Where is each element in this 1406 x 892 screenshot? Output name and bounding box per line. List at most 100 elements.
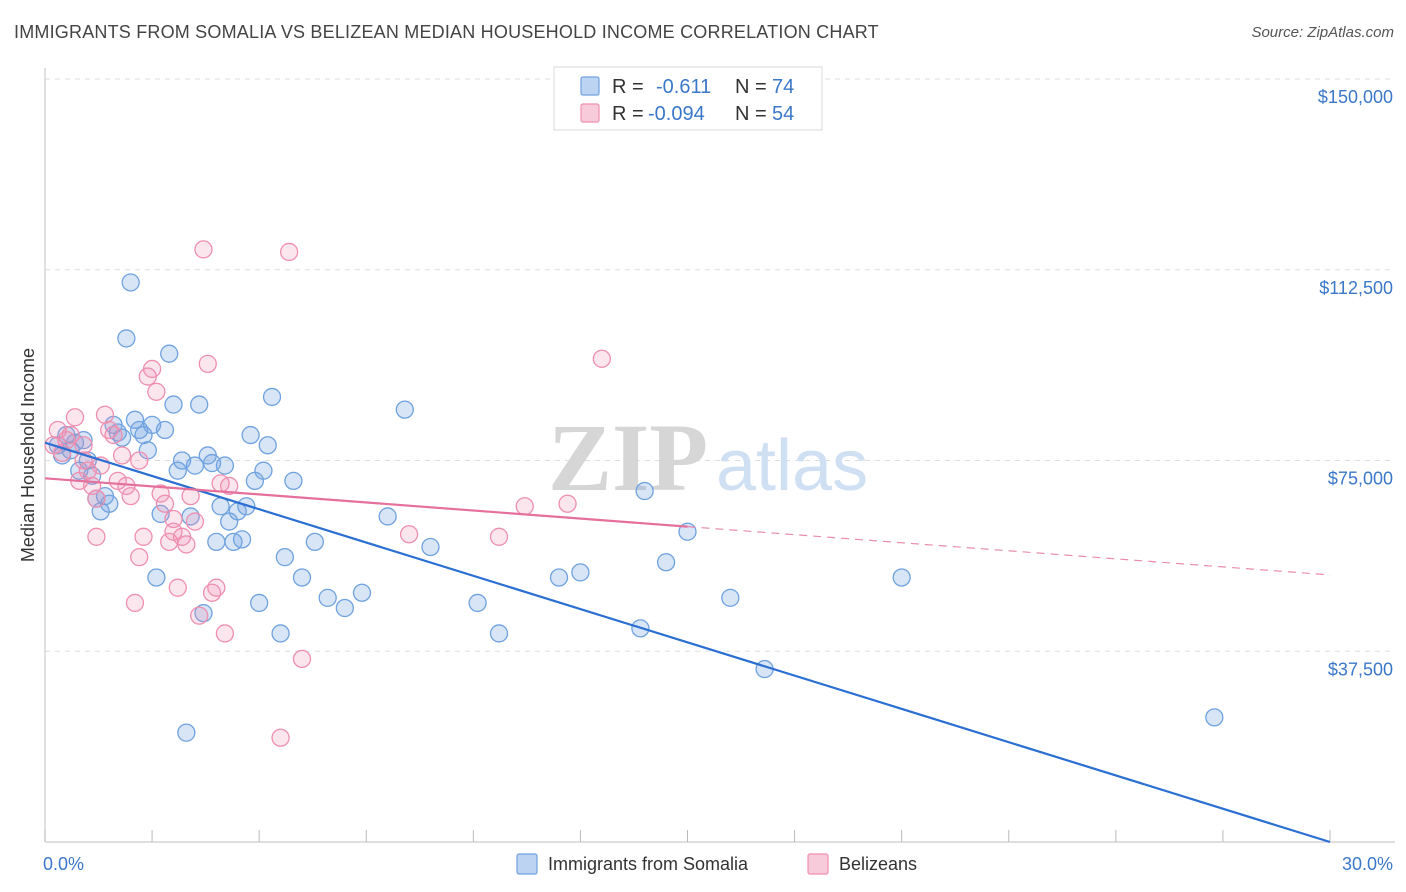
scatter-point (61, 425, 80, 445)
scatter-point (164, 522, 183, 541)
scatter-point (215, 456, 235, 475)
y-axis-label: Median Household Income (18, 348, 38, 562)
scatter-point (95, 405, 115, 424)
scatter-point (220, 476, 239, 496)
legend-bottom-swatch-somalia (516, 853, 538, 875)
scatter-point (635, 481, 654, 501)
scatter-point (125, 593, 145, 613)
scatter-point (271, 728, 290, 747)
scatter-point (121, 273, 140, 292)
scatter-point (207, 578, 226, 597)
trend-line-extension (687, 526, 1331, 576)
scatter-point (160, 344, 179, 363)
legend-n-value-1: 74 (772, 76, 794, 98)
legend-bottom: Immigrants from Somalia Belizeans (516, 853, 917, 875)
scatter-point (421, 537, 440, 557)
scatter-point (395, 400, 414, 419)
scatter-point (177, 723, 196, 742)
scatter-point (155, 494, 175, 513)
scatter-point (198, 354, 217, 374)
scatter-point (74, 436, 93, 455)
scatter-point (592, 349, 611, 368)
legend-r-label-2: R = (612, 103, 644, 125)
source-label: Source: ZipAtlas.com (1251, 24, 1394, 41)
trend-lines (44, 441, 1331, 844)
y-tick-label: $112,500 (1319, 278, 1393, 298)
scatter-point (112, 446, 132, 465)
scatter-point (104, 425, 123, 445)
scatter-point (258, 436, 277, 455)
scatter-point (147, 568, 166, 587)
legend-swatch-belizeans (580, 103, 600, 123)
legend-r-label-1: R = (612, 76, 644, 98)
scatter-point (168, 578, 187, 597)
scatter-point (549, 568, 569, 587)
scatter-point (284, 471, 303, 490)
scatter-point (1205, 708, 1224, 727)
scatter-point (134, 527, 153, 546)
scatter-point (515, 497, 534, 516)
scatter-point (892, 568, 911, 587)
scatter-point (571, 563, 590, 582)
tick-labels: $37,500 $75,000 $112,500 $150,000 0.0% 30.0% (43, 87, 1393, 874)
scatter-point (399, 525, 419, 544)
scatter-point (352, 583, 372, 602)
legend-bottom-label-belizeans: Belizeans (839, 854, 917, 874)
scatter-point (335, 598, 354, 618)
scatter-point (292, 649, 312, 669)
scatter-point (168, 461, 187, 480)
watermark: ZIP atlas (548, 404, 868, 511)
scatter-point (241, 425, 260, 445)
gridlines (45, 78, 1395, 652)
legend-n-label-1: N = (735, 76, 767, 98)
scatter-point (65, 408, 85, 427)
scatter-point (271, 624, 290, 643)
scatter-point (489, 527, 509, 546)
scatter-point (147, 382, 166, 401)
scatter-point (87, 527, 106, 546)
scatter-point (190, 395, 209, 414)
legend-r-value-1: -0.611 (656, 76, 711, 98)
scatter-point (378, 507, 397, 526)
legend-top: R = -0.611 N = 74 R = -0.094 N = 54 (553, 66, 823, 131)
legend-r-value-2: -0.094 (648, 103, 705, 125)
scatter-point (142, 359, 162, 379)
data-points (44, 240, 1224, 747)
scatter-point (185, 512, 205, 531)
scatter-point (155, 420, 175, 440)
trend-line (44, 477, 688, 528)
scatter-point (318, 588, 337, 607)
scatter-point (151, 484, 170, 503)
trend-line (44, 441, 1331, 844)
scatter-point (232, 530, 252, 549)
scatter-point (207, 532, 226, 552)
legend-bottom-label-somalia: Immigrants from Somalia (548, 854, 749, 874)
scatter-point (121, 486, 140, 506)
legend-n-label-2: N = (735, 103, 767, 125)
scatter-point (211, 497, 230, 516)
scatter-point (558, 494, 577, 513)
scatter-point (275, 547, 295, 567)
y-tick-label: $150,000 (1318, 87, 1393, 107)
scatter-point (656, 553, 676, 572)
axes (44, 68, 1395, 843)
scatter-point (279, 242, 299, 262)
scatter-point (254, 461, 273, 480)
scatter-point (177, 535, 196, 554)
legend-bottom-swatch-belizeans (807, 853, 829, 875)
scatter-point (721, 588, 740, 607)
chart-title: IMMIGRANTS FROM SOMALIA VS BELIZEAN MEDI… (14, 22, 879, 42)
x-tick-label-min: 0.0% (43, 854, 84, 874)
scatter-point (305, 532, 325, 552)
scatter-point (164, 395, 183, 414)
legend-swatch-somalia (580, 76, 600, 96)
scatter-point (468, 593, 487, 613)
scatter-point (262, 387, 282, 407)
watermark-atlas: atlas (716, 426, 868, 506)
x-tick-label-max: 30.0% (1342, 854, 1393, 874)
watermark-zip: ZIP (548, 404, 708, 511)
scatter-point (130, 451, 149, 470)
scatter-point (87, 489, 106, 508)
scatter-point (194, 240, 213, 259)
scatter-point (117, 329, 136, 348)
